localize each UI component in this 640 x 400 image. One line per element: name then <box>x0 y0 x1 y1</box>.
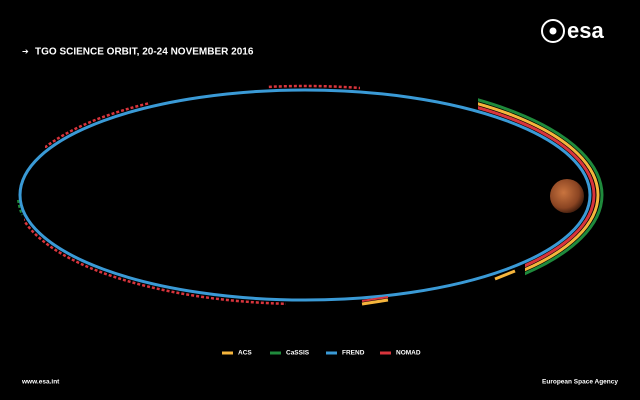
title: TGO SCIENCE ORBIT, 20-24 NOVEMBER 2016 <box>35 47 254 58</box>
esa-logo: esa <box>541 18 604 43</box>
logo-text: esa <box>567 18 604 43</box>
nomad-segments <box>24 84 360 306</box>
title-arrow: ➔ <box>22 47 29 56</box>
legend-label: CaSSIS <box>286 350 310 357</box>
acs-segment <box>361 298 389 306</box>
acs-segment <box>494 269 516 281</box>
cassis-arc <box>478 80 604 285</box>
legend-label: NOMAD <box>396 350 421 357</box>
legend-label: FREND <box>342 350 365 357</box>
nomad-segment <box>361 296 389 302</box>
legend: ACS CaSSIS FREND NOMAD <box>222 350 421 357</box>
cassis-segment <box>17 199 23 216</box>
nomad-arc <box>478 84 596 285</box>
logo-icon <box>541 19 565 43</box>
footer-url: www.esa.int <box>21 379 60 386</box>
footer-agency: European Space Agency <box>542 379 618 386</box>
orbit <box>18 88 592 302</box>
legend-label: ACS <box>238 350 252 357</box>
logo-icon-dot <box>549 27 557 35</box>
mars <box>550 179 584 213</box>
periapsis-arcs <box>478 80 604 285</box>
acs-arc <box>478 80 600 285</box>
